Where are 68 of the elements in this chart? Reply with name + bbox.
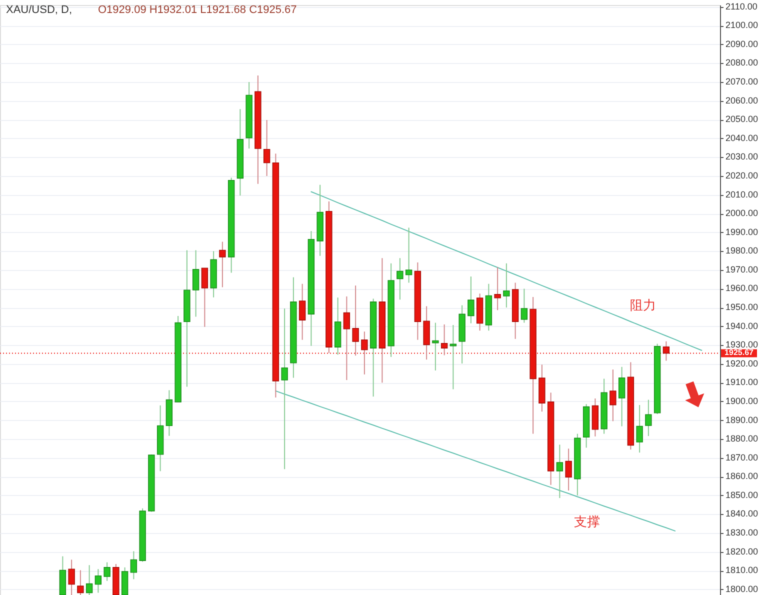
series-label: 支撑: [574, 515, 600, 530]
candlestick: [468, 276, 474, 324]
candlestick: [618, 366, 626, 427]
y-tick-label: 1930.00: [726, 340, 758, 350]
y-tick-label: 2080.00: [726, 58, 758, 68]
chart-subtitle: O1929.09 H1932.01 L1921.68 C1925.67: [98, 4, 297, 16]
candlestick: [68, 559, 75, 595]
ref-line-label: 1925.67: [724, 348, 754, 358]
y-tick-label: 2090.00: [726, 38, 758, 49]
candlestick: [219, 241, 226, 288]
candlestick: [281, 308, 288, 470]
y-tick-label: 2000.00: [726, 208, 758, 218]
y-tick-label: 2060.00: [726, 95, 758, 106]
y-tick-label: 2100.00: [726, 20, 758, 30]
series-label: 阻力: [630, 298, 656, 314]
candlestick: [556, 444, 564, 499]
candlestick: [77, 570, 84, 595]
candlestick: [130, 550, 138, 580]
y-tick-label: 2110.00: [726, 1, 758, 12]
y-tick-label: 1880.00: [726, 434, 758, 444]
candlestick: [263, 119, 270, 176]
y-tick-label: 1970.00: [726, 264, 758, 274]
candlestick: [86, 564, 93, 595]
y-tick-label: 2070.00: [726, 76, 758, 87]
candlestick: [565, 448, 572, 492]
candlestick: [645, 399, 652, 437]
y-tick-label: 1910.00: [726, 377, 758, 388]
y-tick-label: 1960.00: [726, 283, 758, 294]
y-tick-label: 1980.00: [726, 246, 758, 256]
candlestick: [298, 283, 306, 340]
candlestick: [396, 258, 404, 300]
candlestick: [636, 404, 643, 454]
y-tick-label: 1950.00: [726, 302, 758, 312]
candlestick: [494, 266, 501, 311]
y-tick-label: 2010.00: [726, 189, 758, 200]
y-tick-label: 1800.00: [726, 584, 758, 594]
candlestick: [520, 288, 528, 324]
y-tick-label: 1860.00: [726, 471, 758, 482]
y-tick-label: 2040.00: [726, 132, 758, 143]
y-tick-label: 1840.00: [726, 508, 758, 519]
y-tick-label: 1900.00: [726, 396, 758, 406]
line-series: [275, 390, 676, 532]
y-tick-label: 1820.00: [726, 546, 758, 556]
y-tick-label: 1850.00: [726, 490, 758, 500]
y-tick-label: 2050.00: [726, 114, 758, 124]
y-tick-label: 1940.00: [726, 320, 758, 331]
candlestick: [432, 322, 439, 371]
y-tick-label: 2020.00: [726, 170, 758, 180]
candlestick: [192, 250, 200, 318]
candlestick: [423, 306, 430, 360]
y-tick-label: 1890.00: [726, 414, 758, 425]
chart-title: XAU/USD, D,: [6, 4, 72, 16]
y-tick-label: 1920.00: [726, 358, 758, 368]
y-tick-label: 1990.00: [726, 226, 758, 237]
candlestick: [610, 369, 616, 422]
candlestick: [592, 398, 599, 437]
candlestick: [503, 262, 510, 308]
y-tick-label: 1830.00: [726, 527, 758, 538]
candlestick: [104, 562, 110, 582]
line-series: [310, 191, 702, 351]
y-tick-label: 1810.00: [726, 565, 758, 576]
candlestick: [94, 568, 102, 594]
y-tick-label: 1870.00: [726, 452, 758, 462]
y-tick-label: 2030.00: [726, 152, 758, 162]
candlestick: [405, 227, 412, 284]
candlestick: [121, 566, 128, 595]
candlestick: [440, 324, 448, 356]
candlestick: [201, 268, 208, 328]
